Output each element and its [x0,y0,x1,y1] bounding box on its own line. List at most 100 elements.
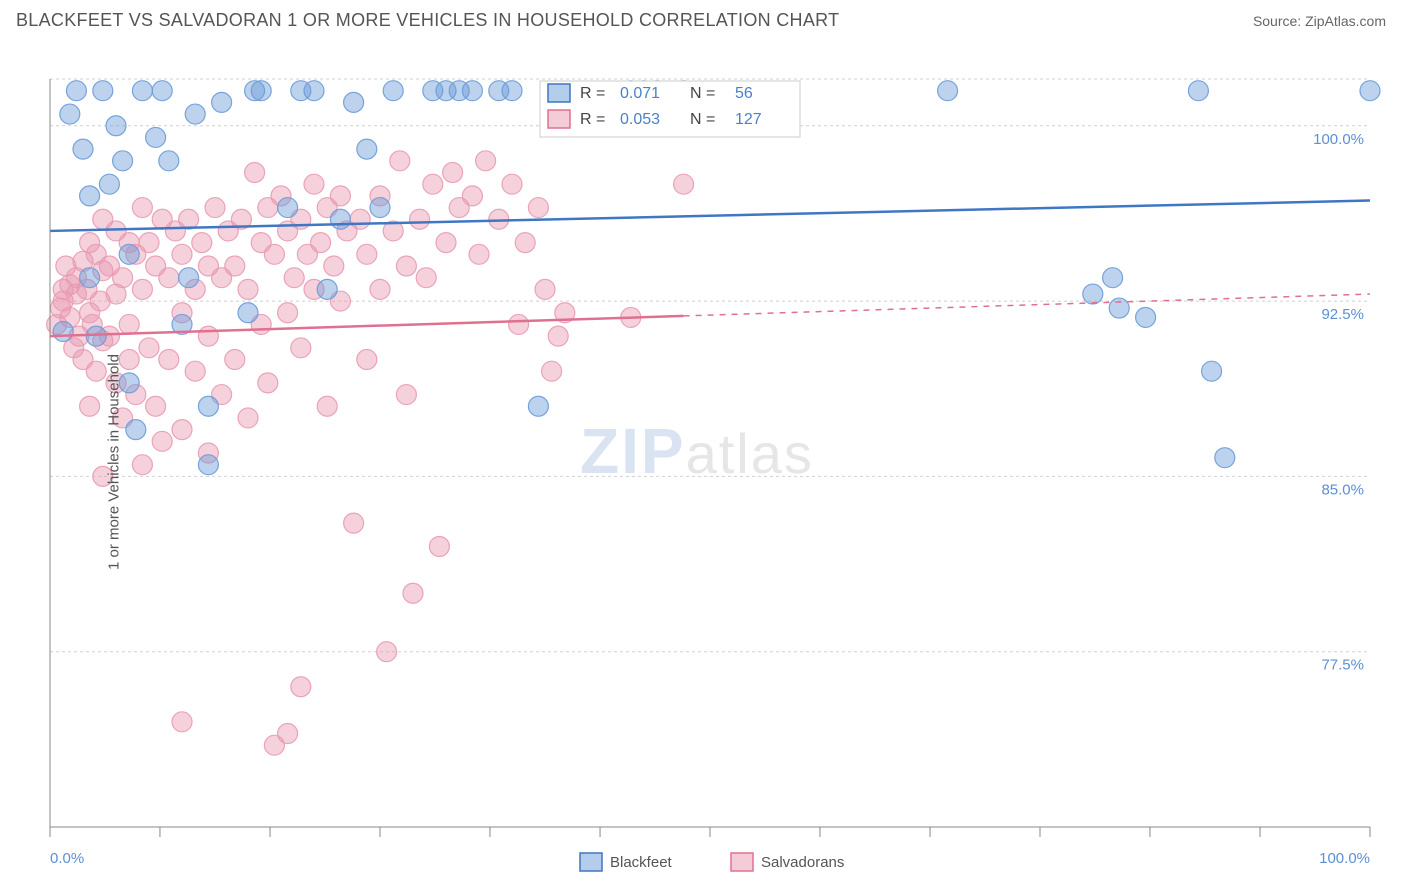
data-point [1103,268,1123,288]
data-point [344,513,364,533]
data-point [264,244,284,264]
data-point [548,326,568,346]
legend-swatch [731,853,753,871]
data-point [674,174,694,194]
data-point [416,268,436,288]
data-point [80,396,100,416]
data-point [238,303,258,323]
data-point [1215,448,1235,468]
data-point [330,186,350,206]
y-tick-label: 77.5% [1321,657,1364,674]
data-point [396,385,416,405]
data-point [198,455,218,475]
data-point [291,338,311,358]
data-point [304,81,324,101]
data-point [462,81,482,101]
legend-r-label: R = [580,85,605,102]
data-point [119,244,139,264]
data-point [198,326,218,346]
data-point [502,174,522,194]
data-point [1202,361,1222,381]
data-point [403,583,423,603]
legend-swatch [548,110,570,128]
data-point [106,116,126,136]
data-point [185,361,205,381]
data-point [258,373,278,393]
data-point [73,139,93,159]
data-point [344,92,364,112]
data-point [113,268,133,288]
data-point [291,677,311,697]
data-point [132,279,152,299]
data-point [357,139,377,159]
data-point [132,81,152,101]
data-point [126,420,146,440]
data-point [1136,307,1156,327]
data-point [502,81,522,101]
data-point [172,712,192,732]
data-point [238,408,258,428]
data-point [476,151,496,171]
data-point [225,350,245,370]
data-point [528,396,548,416]
data-point [60,104,80,124]
data-point [93,81,113,101]
data-point [304,174,324,194]
regression-line [50,316,684,336]
data-point [172,420,192,440]
data-point [251,81,271,101]
data-point [938,81,958,101]
data-point [429,537,449,557]
data-point [350,209,370,229]
y-tick-label: 85.0% [1321,481,1364,498]
y-axis-label: 1 or more Vehicles in Household [105,354,122,570]
data-point [317,396,337,416]
data-point [152,81,172,101]
x-tick-label: 100.0% [1319,850,1370,867]
legend-series-label: Blackfeet [610,854,673,871]
regression-line-extrapolated [684,294,1370,316]
data-point [377,642,397,662]
data-point [179,209,199,229]
data-point [1109,298,1129,318]
data-point [146,396,166,416]
source-label: Source: ZipAtlas.com [1253,13,1386,29]
data-point [278,303,298,323]
data-point [443,163,463,183]
watermark: ZIPatlas [580,415,814,487]
data-point [99,174,119,194]
legend-r-label: R = [580,111,605,128]
data-point [159,350,179,370]
y-tick-label: 92.5% [1321,306,1364,323]
data-point [86,361,106,381]
data-point [469,244,489,264]
data-point [119,314,139,334]
data-point [515,233,535,253]
legend-r-value: 0.053 [620,111,660,128]
data-point [1360,81,1380,101]
data-point [509,314,529,334]
data-point [324,256,344,276]
x-tick-label: 0.0% [50,850,84,867]
data-point [172,244,192,264]
data-point [396,256,416,276]
legend-n-label: N = [690,111,715,128]
data-point [284,268,304,288]
data-point [238,279,258,299]
data-point [179,268,199,288]
legend-swatch [580,853,602,871]
data-point [423,174,443,194]
data-point [185,104,205,124]
data-point [139,233,159,253]
legend-series-label: Salvadorans [761,854,844,871]
data-point [245,163,265,183]
data-point [278,198,298,218]
data-point [139,338,159,358]
legend-n-value: 56 [735,85,753,102]
data-point [410,209,430,229]
data-point [1083,284,1103,304]
data-point [159,268,179,288]
data-point [528,198,548,218]
data-point [80,268,100,288]
data-point [132,198,152,218]
